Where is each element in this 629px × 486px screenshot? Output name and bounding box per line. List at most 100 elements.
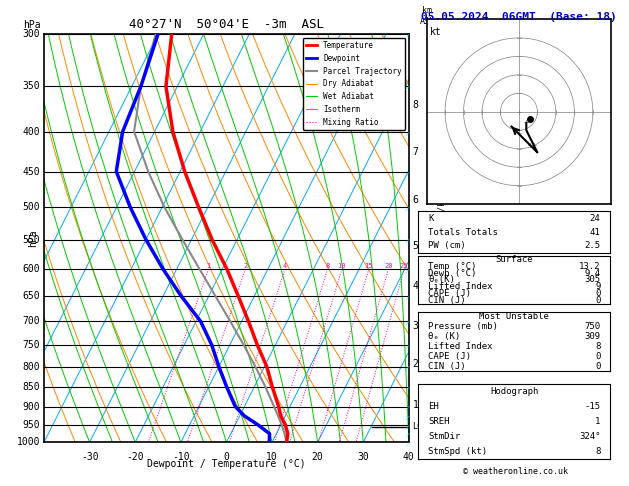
Text: Most Unstable: Most Unstable — [479, 312, 549, 321]
Text: StmDir: StmDir — [428, 432, 460, 441]
Text: SREH: SREH — [428, 417, 449, 426]
Text: 2.5: 2.5 — [584, 242, 601, 250]
Text: |: | — [403, 168, 409, 174]
Text: |: | — [403, 422, 409, 428]
Text: 350: 350 — [23, 81, 40, 91]
Text: 40: 40 — [403, 452, 415, 463]
Text: K: K — [428, 214, 433, 223]
Text: Temp (°C): Temp (°C) — [428, 262, 476, 271]
Text: +: + — [524, 119, 529, 127]
Text: CIN (J): CIN (J) — [428, 296, 465, 305]
Text: 24: 24 — [590, 214, 601, 223]
Text: 305: 305 — [584, 276, 601, 284]
Text: StmSpd (kt): StmSpd (kt) — [428, 447, 487, 456]
Text: |: | — [403, 364, 409, 370]
Text: |: | — [403, 266, 409, 272]
Text: hPa: hPa — [23, 20, 40, 30]
Text: 30: 30 — [357, 452, 369, 463]
Text: 750: 750 — [584, 322, 601, 331]
Text: 20: 20 — [312, 452, 323, 463]
Text: -30: -30 — [81, 452, 99, 463]
Text: |: | — [403, 403, 409, 410]
Text: 13.2: 13.2 — [579, 262, 601, 271]
Text: CAPE (J): CAPE (J) — [428, 352, 471, 361]
Text: 4: 4 — [413, 280, 418, 291]
Legend: Temperature, Dewpoint, Parcel Trajectory, Dry Adiabat, Wet Adiabat, Isotherm, Mi: Temperature, Dewpoint, Parcel Trajectory… — [303, 38, 405, 130]
Text: 500: 500 — [23, 202, 40, 212]
Text: 7: 7 — [413, 147, 418, 157]
Text: 300: 300 — [23, 29, 40, 39]
Text: θₑ(K): θₑ(K) — [428, 276, 455, 284]
Text: 650: 650 — [23, 291, 40, 301]
Text: 450: 450 — [23, 167, 40, 176]
Text: 8: 8 — [595, 447, 601, 456]
Text: 750: 750 — [23, 340, 40, 350]
Text: Lifted Index: Lifted Index — [428, 282, 493, 291]
Text: 8: 8 — [325, 263, 330, 269]
Text: Totals Totals: Totals Totals — [428, 227, 498, 237]
Text: 9.4: 9.4 — [584, 269, 601, 278]
Text: 3: 3 — [413, 321, 418, 331]
Text: +: + — [532, 140, 536, 150]
Text: Hodograph: Hodograph — [490, 387, 538, 396]
Title: 40°27'N  50°04'E  -3m  ASL: 40°27'N 50°04'E -3m ASL — [129, 18, 324, 32]
Text: 1: 1 — [206, 263, 211, 269]
Text: 10: 10 — [338, 263, 346, 269]
Text: |: | — [403, 128, 409, 135]
Text: 05.05.2024  06GMT  (Base: 18): 05.05.2024 06GMT (Base: 18) — [421, 12, 617, 22]
Text: 0: 0 — [595, 352, 601, 361]
Text: 1: 1 — [413, 399, 418, 410]
Text: 2: 2 — [413, 360, 418, 369]
Text: |: | — [403, 318, 409, 325]
Text: -15: -15 — [584, 402, 601, 411]
Text: 400: 400 — [23, 126, 40, 137]
Text: 41: 41 — [590, 227, 601, 237]
Text: |: | — [403, 204, 409, 210]
Text: 25: 25 — [400, 263, 408, 269]
Text: θₑ (K): θₑ (K) — [428, 332, 460, 341]
X-axis label: Dewpoint / Temperature (°C): Dewpoint / Temperature (°C) — [147, 459, 306, 469]
Text: 8: 8 — [413, 100, 418, 110]
Text: 550: 550 — [23, 235, 40, 244]
Text: Lifted Index: Lifted Index — [428, 342, 493, 351]
Text: 0: 0 — [595, 362, 601, 371]
Text: 600: 600 — [23, 264, 40, 274]
Text: 0: 0 — [595, 296, 601, 305]
Text: |: | — [403, 413, 409, 419]
Text: Mixing Ratio (g/kg): Mixing Ratio (g/kg) — [438, 191, 447, 286]
Text: 4: 4 — [283, 263, 287, 269]
Text: 1: 1 — [595, 417, 601, 426]
Text: 0: 0 — [223, 452, 230, 463]
Text: km
ASL: km ASL — [420, 6, 435, 26]
Text: Surface: Surface — [496, 255, 533, 264]
Text: +: + — [528, 140, 533, 150]
Text: CIN (J): CIN (J) — [428, 362, 465, 371]
Text: PW (cm): PW (cm) — [428, 242, 465, 250]
Text: © weatheronline.co.uk: © weatheronline.co.uk — [464, 467, 568, 476]
Text: +: + — [516, 129, 521, 139]
Text: 5: 5 — [413, 241, 418, 251]
Text: 2: 2 — [243, 263, 247, 269]
Text: 850: 850 — [23, 382, 40, 392]
Y-axis label: hPa: hPa — [28, 229, 38, 247]
Text: 20: 20 — [384, 263, 392, 269]
Text: 800: 800 — [23, 362, 40, 372]
Text: CAPE (J): CAPE (J) — [428, 289, 471, 298]
Text: |: | — [403, 31, 409, 37]
Text: 8: 8 — [595, 342, 601, 351]
Text: 15: 15 — [365, 263, 373, 269]
Text: LCL: LCL — [413, 422, 428, 431]
Text: 309: 309 — [584, 332, 601, 341]
Text: |: | — [403, 431, 409, 437]
Text: -20: -20 — [126, 452, 144, 463]
Text: |: | — [403, 342, 409, 348]
Text: |: | — [403, 384, 409, 390]
Text: 6: 6 — [413, 195, 418, 206]
Text: kt: kt — [430, 27, 442, 37]
Text: 950: 950 — [23, 420, 40, 430]
Text: -10: -10 — [172, 452, 190, 463]
Text: |: | — [403, 83, 409, 89]
Text: |: | — [403, 236, 409, 243]
Text: 1000: 1000 — [17, 437, 40, 447]
Text: 324°: 324° — [579, 432, 601, 441]
